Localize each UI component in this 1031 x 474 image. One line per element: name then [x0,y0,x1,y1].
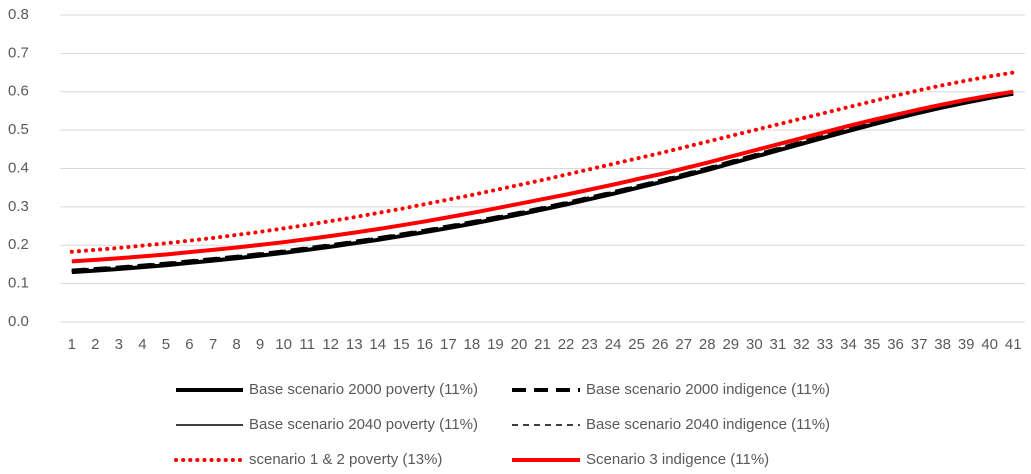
series-line [71,90,1014,271]
x-tick-label: 38 [934,336,951,353]
x-tick-label: 15 [393,336,410,353]
legend-label: Base scenario 2040 indigence (11%) [586,416,830,433]
x-tick-label: 22 [558,336,575,353]
x-tick-label: 18 [464,336,481,353]
series-line [71,89,1014,264]
y-tick-label: 0.1 [8,275,29,292]
x-tick-label: 11 [299,336,315,353]
x-tick-label: 30 [746,336,763,353]
y-tick-label: 0.8 [8,6,29,23]
x-tick-label: 8 [232,336,240,353]
x-tick-label: 32 [793,336,810,353]
x-tick-label: 40 [981,336,998,353]
legend-label: Base scenario 2000 indigence (11%) [586,381,830,398]
x-tick-label: 26 [652,336,669,353]
x-tick-label: 31 [770,336,787,353]
x-tick-label: 41 [1005,336,1022,353]
x-tick-label: 5 [162,336,170,353]
x-tick-label: 14 [369,336,386,353]
x-tick-label: 6 [185,336,193,353]
x-tick-label: 17 [440,336,457,353]
x-tick-label: 4 [138,336,146,353]
x-tick-label: 19 [487,336,504,353]
y-tick-label: 0.6 [8,83,29,100]
x-tick-label: 35 [864,336,881,353]
legend-label: Base scenario 2000 poverty (11%) [249,381,478,398]
series-line [69,70,1016,254]
x-tick-label: 33 [817,336,834,353]
x-tick-label: 1 [68,336,76,353]
x-tick-label: 20 [511,336,528,353]
x-tick-label: 28 [699,336,716,353]
y-tick-label: 0.7 [8,44,29,61]
x-tick-label: 21 [534,336,551,353]
x-tick-label: 29 [722,336,739,353]
x-tick-label: 13 [346,336,363,353]
x-tick-label: 25 [628,336,645,353]
y-tick-label: 0.2 [8,236,29,253]
y-tick-label: 0.0 [8,313,29,330]
legend-label: Base scenario 2040 poverty (11%) [249,416,478,433]
x-tick-label: 7 [209,336,217,353]
x-tick-label: 16 [416,336,433,353]
x-tick-label: 37 [911,336,928,353]
x-tick-label: 39 [958,336,975,353]
x-tick-label: 34 [840,336,857,353]
series-line [71,92,1014,273]
x-tick-label: 27 [675,336,692,353]
y-tick-label: 0.4 [8,159,29,176]
x-tick-label: 24 [605,336,622,353]
x-tick-label: 36 [887,336,904,353]
legend-label: Scenario 3 indigence (11%) [586,451,769,468]
x-tick-label: 3 [115,336,123,353]
x-tick-label: 10 [275,336,292,353]
legend-label: scenario 1 & 2 poverty (13%) [249,451,442,468]
y-tick-label: 0.5 [8,121,29,138]
x-tick-label: 12 [322,336,339,353]
y-tick-label: 0.3 [8,198,29,215]
x-tick-label: 23 [581,336,598,353]
x-tick-label: 9 [256,336,264,353]
x-tick-label: 2 [91,336,99,353]
